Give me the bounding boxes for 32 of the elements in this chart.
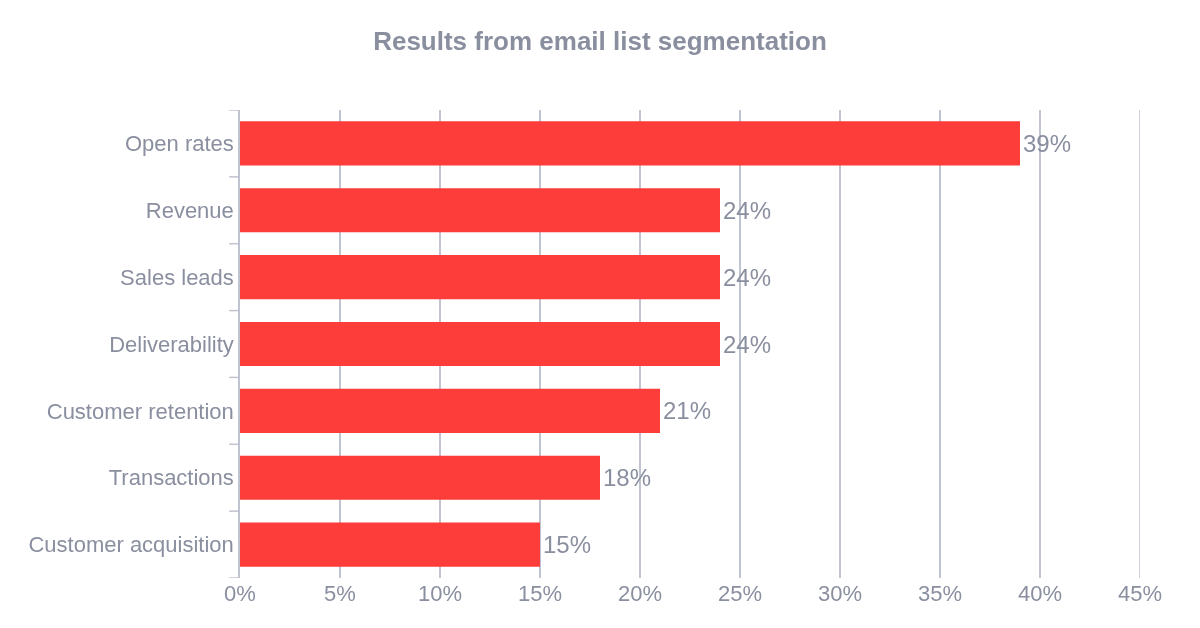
bar <box>240 321 720 367</box>
bar <box>240 255 720 300</box>
data-label: 24% <box>723 263 772 291</box>
x-tick-label: 15% <box>517 581 563 606</box>
data-label: 24% <box>723 330 772 358</box>
y-tick-label: Customer acquisition <box>28 532 234 558</box>
y-tick-label: Sales leads <box>120 264 234 290</box>
x-tick-label: 35% <box>917 581 963 606</box>
bar <box>240 522 540 567</box>
data-label: 18% <box>603 464 652 492</box>
x-tick-label: 30% <box>817 581 863 606</box>
y-tick-label: Revenue <box>145 197 234 223</box>
x-tick-label: 10% <box>417 581 463 606</box>
y-tick-label: Deliverability <box>109 331 234 357</box>
x-tick-label: 5% <box>324 581 356 606</box>
x-tick-label: 20% <box>617 581 663 606</box>
bar <box>240 121 1020 166</box>
chart-title: Results from email list segmentation <box>373 25 827 56</box>
y-tick-label: Open rates <box>125 131 234 157</box>
bar <box>240 455 600 500</box>
x-tick-label: 0% <box>224 581 256 606</box>
data-label: 15% <box>543 531 592 559</box>
x-tick-label: 40% <box>1017 581 1063 606</box>
data-label: 21% <box>663 397 712 425</box>
data-label: 39% <box>1023 129 1072 157</box>
x-tick-label: 45% <box>1117 581 1163 606</box>
y-tick-label: Transactions <box>108 465 234 491</box>
bar <box>240 188 720 233</box>
y-tick-label: Customer retention <box>46 398 234 424</box>
bar <box>240 388 660 433</box>
x-tick-label: 25% <box>717 581 763 606</box>
data-label: 24% <box>723 196 772 224</box>
